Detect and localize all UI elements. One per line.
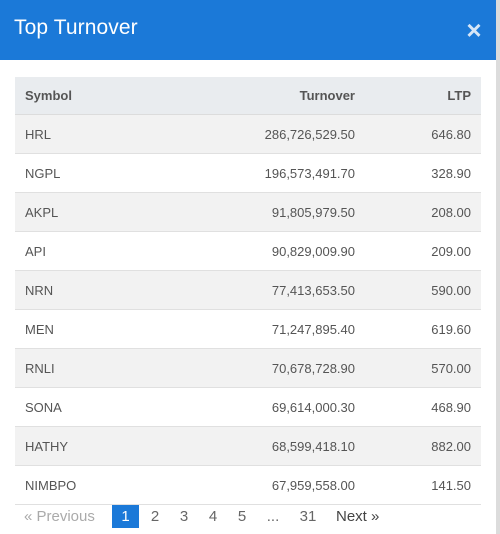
page-3-button[interactable]: 3 — [179, 508, 189, 525]
ltp-cell: 468.90 — [431, 400, 471, 415]
table-row: SONA 69,614,000.30 468.90 — [15, 388, 481, 427]
turnover-cell: 68,599,418.10 — [271, 439, 355, 454]
page-5-button[interactable]: 5 — [237, 508, 247, 525]
turnover-cell: 90,829,009.90 — [271, 244, 355, 259]
column-header-turnover[interactable]: Turnover — [299, 88, 355, 103]
next-page-link[interactable]: Next » — [336, 508, 380, 525]
modal-title: Top Turnover — [14, 16, 138, 39]
symbol-cell: MEN — [25, 322, 54, 337]
symbol-cell: NGPL — [25, 166, 61, 181]
table-row: MEN 71,247,895.40 619.60 — [15, 310, 481, 349]
turnover-cell: 67,959,558.00 — [271, 478, 355, 493]
symbol-cell: HATHY — [25, 439, 69, 454]
turnover-cell: 286,726,529.50 — [264, 127, 355, 142]
table-row: NRN 77,413,653.50 590.00 — [15, 271, 481, 310]
symbol-cell: RNLI — [25, 361, 55, 376]
ltp-cell: 141.50 — [431, 478, 471, 493]
symbol-cell: NIMBPO — [25, 478, 77, 493]
symbol-cell: API — [25, 244, 46, 259]
symbol-cell: SONA — [25, 400, 62, 415]
ltp-cell: 209.00 — [431, 244, 471, 259]
page-31-button[interactable]: 31 — [299, 508, 317, 525]
ltp-cell: 590.00 — [431, 283, 471, 298]
ltp-cell: 619.60 — [431, 322, 471, 337]
window-edge — [496, 0, 500, 534]
table-row: API 90,829,009.90 209.00 — [15, 232, 481, 271]
previous-page-link[interactable]: « Previous — [24, 508, 95, 525]
table-row: AKPL 91,805,979.50 208.00 — [15, 193, 481, 232]
table-row: NIMBPO 67,959,558.00 141.50 — [15, 466, 481, 505]
ltp-cell: 570.00 — [431, 361, 471, 376]
turnover-cell: 70,678,728.90 — [271, 361, 355, 376]
turnover-cell: 196,573,491.70 — [264, 166, 355, 181]
pagination-ellipsis: ... — [266, 508, 280, 525]
page-1-button[interactable]: 1 — [112, 505, 139, 528]
modal-header: Top Turnover × — [0, 0, 496, 60]
ltp-cell: 882.00 — [431, 439, 471, 454]
symbol-cell: NRN — [25, 283, 54, 298]
table-row: HATHY 68,599,418.10 882.00 — [15, 427, 481, 466]
pagination: « Previous 1 2 3 4 5 ... 31 Next » — [15, 505, 481, 529]
turnover-table: Symbol Turnover LTP HRL 286,726,529.50 6… — [15, 77, 481, 505]
turnover-cell: 77,413,653.50 — [271, 283, 355, 298]
ltp-cell: 208.00 — [431, 205, 471, 220]
page-4-button[interactable]: 4 — [208, 508, 218, 525]
table-header-row: Symbol Turnover LTP — [15, 77, 481, 115]
table-row: HRL 286,726,529.50 646.80 — [15, 115, 481, 154]
table-row: NGPL 196,573,491.70 328.90 — [15, 154, 481, 193]
close-icon[interactable]: × — [466, 15, 482, 45]
turnover-cell: 91,805,979.50 — [271, 205, 355, 220]
turnover-cell: 69,614,000.30 — [271, 400, 355, 415]
page-2-button[interactable]: 2 — [150, 508, 160, 525]
ltp-cell: 328.90 — [431, 166, 471, 181]
column-header-ltp[interactable]: LTP — [447, 88, 471, 103]
symbol-cell: HRL — [25, 127, 52, 142]
column-header-symbol[interactable]: Symbol — [25, 88, 72, 103]
turnover-cell: 71,247,895.40 — [271, 322, 355, 337]
symbol-cell: AKPL — [25, 205, 59, 220]
ltp-cell: 646.80 — [431, 127, 471, 142]
table-row: RNLI 70,678,728.90 570.00 — [15, 349, 481, 388]
